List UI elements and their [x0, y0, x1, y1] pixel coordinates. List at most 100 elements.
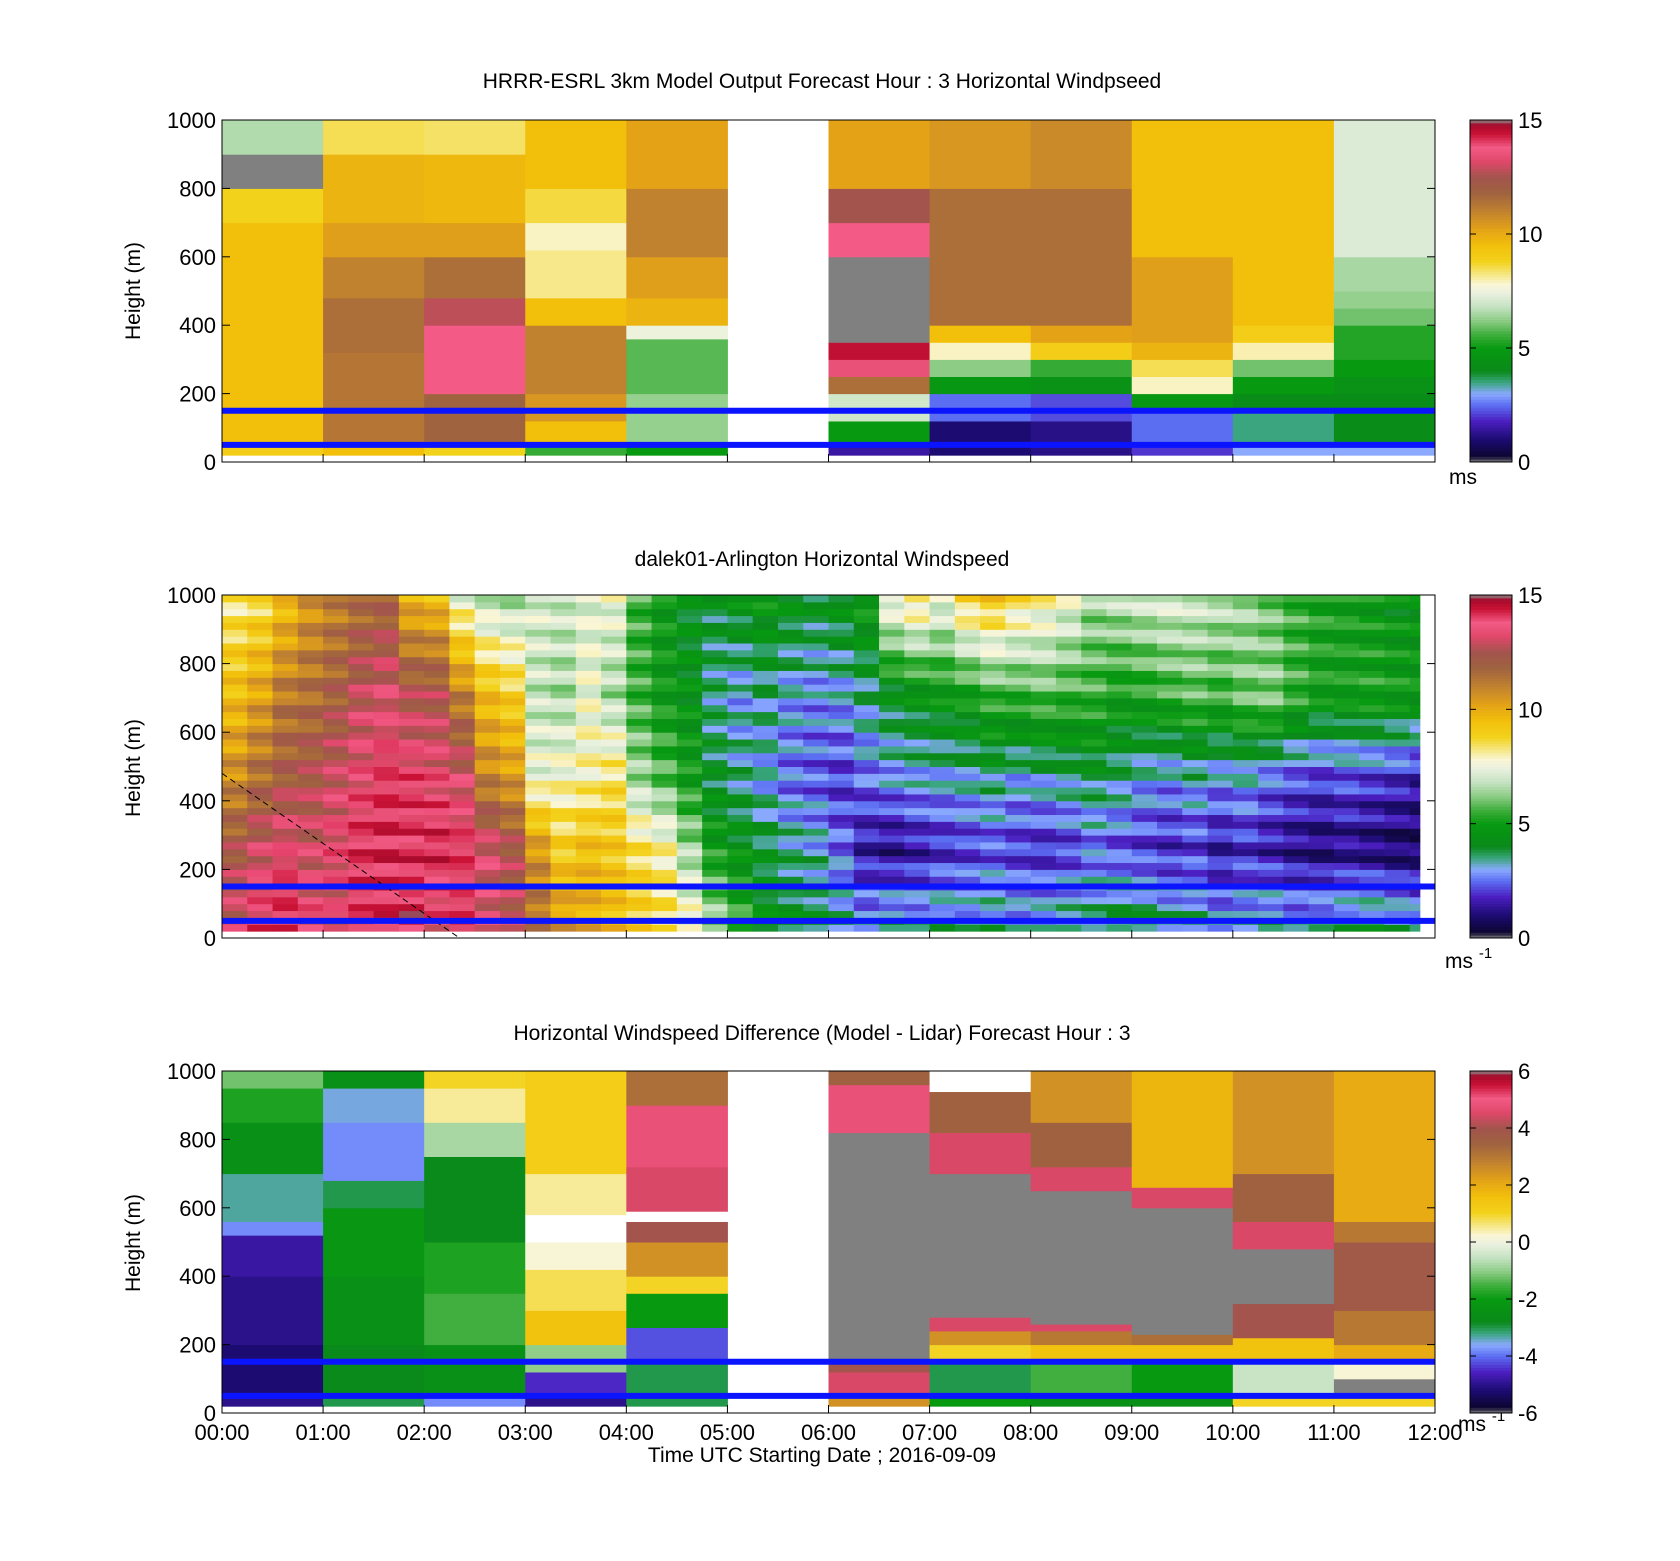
heatmap-cell	[702, 924, 728, 932]
colorbar-segment	[1470, 202, 1512, 206]
heatmap-cell	[1030, 1361, 1133, 1393]
heatmap-cell	[980, 691, 1006, 699]
heatmap-cell	[525, 732, 552, 740]
heatmap-cell	[424, 814, 450, 822]
heatmap-cell	[525, 766, 552, 774]
heatmap-cell	[904, 656, 931, 665]
heatmap-cell	[601, 697, 627, 706]
heatmap-cell	[525, 876, 552, 884]
heatmap-cell	[323, 848, 349, 857]
heatmap-cell	[1106, 691, 1133, 699]
heatmap-cell	[348, 691, 375, 699]
heatmap-cell	[1308, 595, 1335, 603]
heatmap-cell	[954, 684, 981, 692]
heatmap-cell	[1333, 615, 1360, 623]
heatmap-cell	[398, 924, 425, 932]
heatmap-cell	[1308, 821, 1335, 829]
heatmap-cell	[1081, 629, 1107, 637]
heatmap-cell	[601, 807, 627, 816]
heatmap-cell	[853, 787, 880, 795]
heatmap-cell	[1333, 793, 1360, 802]
heatmap-cell	[1258, 903, 1284, 912]
heatmap-cell	[752, 745, 779, 754]
heatmap-cell	[1157, 793, 1183, 802]
heatmap-cell	[1384, 841, 1411, 850]
heatmap-cell	[601, 622, 627, 630]
heatmap-cell	[398, 876, 425, 884]
heatmap-cell	[1359, 732, 1385, 740]
heatmap-cell	[323, 256, 425, 299]
colorbar-segment	[1470, 345, 1512, 349]
heatmap-cell	[1131, 814, 1158, 822]
heatmap-cell	[702, 595, 728, 603]
heatmap-cell	[247, 608, 274, 617]
heatmap-cell	[980, 835, 1006, 843]
heatmap-cell	[1182, 780, 1209, 788]
heatmap-cell	[297, 855, 324, 864]
colorbar-segment	[1470, 700, 1512, 705]
heatmap-cell	[1283, 739, 1310, 747]
heatmap-cell	[398, 656, 425, 665]
heatmap-cell	[954, 670, 981, 678]
heatmap-cell	[601, 663, 627, 671]
heatmap-cell	[272, 896, 299, 905]
heatmap-cell	[297, 869, 324, 877]
heatmap-cell	[550, 677, 577, 685]
heatmap-cell	[247, 773, 274, 781]
heatmap-cell	[222, 1071, 324, 1089]
panel-model: HRRR-ESRL 3km Model Output Forecast Hour…	[122, 70, 1542, 489]
heatmap-cell	[1157, 752, 1183, 761]
heatmap-cell	[929, 773, 956, 781]
heatmap-cell	[702, 903, 728, 912]
heatmap-cell	[1081, 773, 1107, 781]
heatmap-cell	[323, 154, 425, 224]
y-tick-label: 600	[179, 720, 216, 745]
heatmap-cell	[676, 780, 703, 788]
colorbar-segment	[1470, 935, 1512, 939]
heatmap-cell	[1258, 684, 1284, 692]
heatmap-cell	[1157, 773, 1183, 781]
colorbar-tick-label: 0	[1518, 450, 1530, 475]
heatmap-cell	[373, 896, 400, 905]
heatmap-cell	[853, 629, 880, 637]
colorbar-segment	[1470, 365, 1512, 369]
x-tick-label: 07:00	[902, 1420, 957, 1445]
heatmap-cell	[1005, 629, 1032, 637]
colorbar-segment	[1470, 612, 1512, 616]
heatmap-cell	[525, 862, 552, 870]
heatmap-cell	[1333, 677, 1360, 685]
heatmap-cell	[323, 120, 425, 155]
heatmap-cell	[879, 862, 905, 870]
heatmap-cell	[954, 601, 981, 610]
colorbar-segment	[1470, 1344, 1512, 1348]
heatmap-cell	[1055, 780, 1082, 788]
colorbar-segment	[1470, 154, 1512, 158]
colorbar-segment	[1470, 1284, 1512, 1289]
colorbar-segment	[1470, 1185, 1512, 1189]
heatmap-cell	[1384, 903, 1411, 912]
heatmap-cell	[1283, 752, 1310, 761]
heatmap-cell	[651, 636, 678, 644]
colorbar-segment	[1470, 1350, 1512, 1354]
heatmap-cell	[929, 420, 1032, 456]
heatmap-cell	[626, 855, 653, 864]
heatmap-cell	[651, 608, 678, 617]
colorbar-segment	[1470, 1407, 1512, 1411]
x-tick-label: 08:00	[1003, 1420, 1058, 1445]
heatmap-cell	[954, 608, 981, 617]
heatmap-cell	[676, 684, 703, 692]
colorbar-segment	[1470, 780, 1512, 785]
heatmap-cell	[1131, 342, 1234, 360]
heatmap-cell	[1005, 684, 1032, 692]
heatmap-cell	[676, 608, 703, 617]
heatmap-cell	[752, 862, 779, 870]
heatmap-cell	[1384, 773, 1411, 781]
colorbar-segment	[1470, 660, 1512, 665]
heatmap-cell	[449, 711, 476, 719]
heatmap-cell	[980, 656, 1006, 665]
y-tick-label: 0	[204, 1401, 216, 1426]
colorbar-segment	[1470, 1299, 1512, 1303]
colorbar-segment	[1470, 692, 1512, 696]
heatmap-cell	[449, 896, 476, 905]
heatmap-cell	[853, 889, 880, 898]
